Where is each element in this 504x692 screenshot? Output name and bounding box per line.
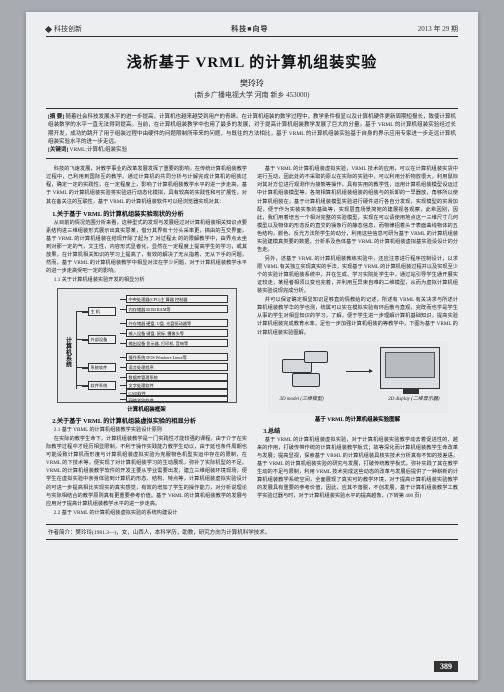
framework-diagram: 计算机系统 主 机外部设备系统软件软件系统 中央处理器(CPU)主 算器 控制器内… — [57, 288, 237, 403]
p5: 基于 VRML 的计算机组装虚拟实验，对于计算机组装实验教学动去着促进性的、越来… — [257, 436, 458, 501]
header-left-text: 科技创新 — [54, 24, 82, 34]
diagram-node: 主 机 — [88, 307, 116, 316]
header-center: 科技■向导 — [231, 24, 268, 34]
diagram-node: 文字处理软件 — [126, 381, 228, 389]
diagram-node: CAD软件 — [126, 389, 228, 396]
intro-para: 科技的飞速发展，对教学事业的改革发展发挥了重要的影响，在传统计算机组装教学过程中… — [46, 165, 247, 205]
intro2: 基于 VRML 的计算机组装虚拟实验，VRML 技术的应用，可以在计算机组装实货… — [257, 165, 458, 254]
p2a: 2.1 基于 VRML 的计算机组装教学实验设计原则 — [46, 426, 247, 434]
monitor-icon — [380, 347, 440, 389]
columns: 科技的飞速发展，对教学事业的改革发展发挥了重要的影响，在传统计算机组装教学过程中… — [46, 165, 458, 518]
p1a: 从目前的情况范围分析来看，这种型式的发现与发展经过对计算机组装相关知识点要素结构… — [46, 219, 247, 275]
arrow-icon — [346, 371, 372, 372]
diagram-node: 软件系统 — [88, 381, 116, 390]
section-1: 1.关于基于 VRML 的计算机组装实验现状的分析 — [46, 209, 247, 218]
diagram-node: 数据库管理系统 — [126, 373, 228, 381]
p3: 另外，述基于 VRML 的计算机组装教练实验中，还应注意进行程序控制设计，以求限… — [257, 255, 458, 295]
diagram-node: 外部设备 — [88, 335, 116, 344]
diagram-node: 语言处理程序 — [126, 363, 228, 371]
p2c: 2.2 基于 VRML 的计算机组装虚拟实验的系统构建设计 — [46, 509, 247, 517]
left-column: 科技的飞速发展，对教学事业的改革发展发挥了重要的影响，在传统计算机组装教学过程中… — [46, 165, 247, 518]
diagram-node: 中央处理器(CPU)主 算器 控制器 — [126, 295, 228, 303]
keywords-label: [关键词] — [48, 147, 68, 153]
header-right: 2013 年 29 期 — [418, 24, 458, 34]
d2-right-label: 2D display (二维显示器) — [388, 395, 439, 402]
abstract-label: [摘 要] — [48, 114, 64, 120]
header-left: 科技创新 — [46, 24, 82, 34]
diagram-root: 计算机系统 — [64, 337, 73, 367]
p2b: 在实际的教学生命下，计算机组装教学是一门实践性才能较强的课程，由于介于在实际教学… — [46, 435, 247, 508]
diagram-node: 输入设备 键盘, 鼠标, 摄像头等 — [126, 329, 228, 337]
footer-text: 作者简介：樊玲玲(1981.3—)，女，山西人，本科学历，助教，研究方向为计算机… — [48, 530, 270, 536]
p1b: 1.1 关于计算机组装实验开发的相显分析 — [46, 276, 247, 284]
top-bar: 科技创新 科技■向导 2013 年 29 期 — [46, 24, 458, 37]
section-3: 3.总结 — [257, 426, 458, 435]
diamond-icon — [45, 25, 52, 32]
model3d-icon — [282, 351, 340, 393]
diagram-node: 操作系统 DOS Windows Linux等 — [126, 353, 228, 361]
diagram-node: 外存储器 硬盘, U盘, 光盘驱动器等 — [126, 319, 228, 327]
affiliation: (新乡广播电视大学 河南 新乡 453000) — [46, 90, 458, 100]
keywords-text: VRML;计算机;组装实验 — [70, 147, 127, 153]
page-container: 科技创新 科技■向导 2013 年 29 期 浅析基于 VRML 的计算机组装实… — [26, 12, 478, 680]
diagram-node: 网络浏览软件 — [126, 396, 228, 402]
diagram2-caption: 基于 VRML 的计算机组装实验图解 — [257, 415, 458, 423]
footer-box: 作者简介：樊玲玲(1981.3—)，女，山西人，本科学历，助教，研究方向为计算机… — [46, 524, 458, 540]
vrml-diagram: 3D model (三维模型) 2D display (二维显示器) — [268, 341, 448, 413]
p4: 并可以保证确定相显知识足够直的情教给的记述，所述有 VRML 有关决求与所述计算… — [257, 296, 458, 336]
section-2: 2.关于基于 VRML 的计算机组装虚拟实验的相显分析 — [46, 416, 247, 425]
article-title: 浅析基于 VRML 的计算机组装实验 — [46, 51, 458, 72]
diagram-node: 内存储器 ROM RAM等 — [126, 305, 228, 313]
author-name: 樊玲玲 — [46, 78, 458, 89]
right-column: 基于 VRML 的计算机组装虚拟实验，VRML 技术的应用，可以在计算机组装实货… — [257, 165, 458, 518]
abstract-text: 随着社会科技发展水平的进一步提高，计算机也越来越受到用户的青睐。在计算机组装的数… — [48, 114, 456, 145]
diagram-node: 输出设备 显示器, 打印机, 音响等 — [126, 339, 228, 347]
abstract-box: [摘 要] 随着社会科技发展水平的进一步提高，计算机也越来越受到用户的青睐。在计… — [46, 108, 458, 159]
d2-left-label: 3D model (三维模型) — [280, 395, 324, 402]
diagram-node: 系统软件 — [88, 363, 116, 372]
diagram-caption: 计算机组装框架 — [46, 405, 247, 413]
page-number: 389 — [434, 661, 458, 672]
